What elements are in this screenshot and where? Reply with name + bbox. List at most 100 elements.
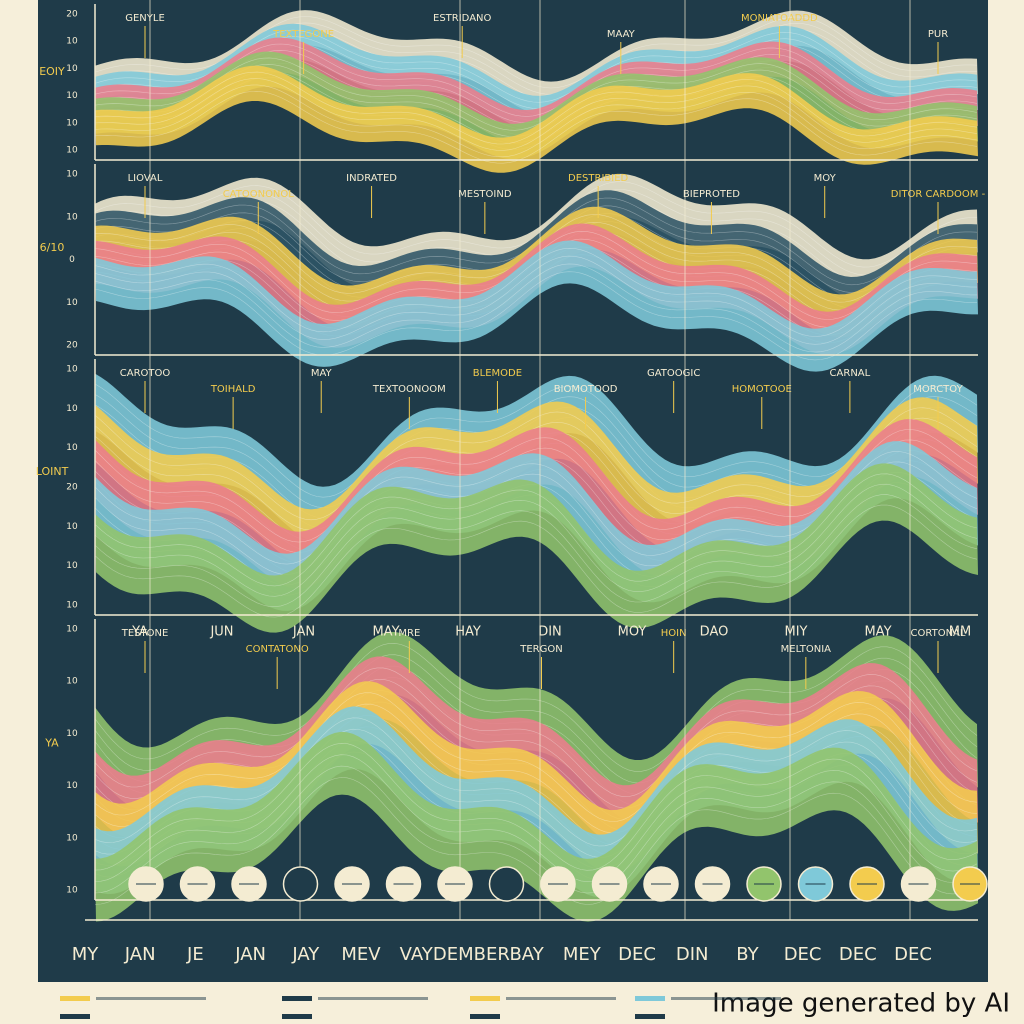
legend-bar — [96, 997, 206, 1000]
panel-label: TEXTEGONE — [272, 29, 334, 40]
axis-tick-label: 0 — [69, 255, 75, 265]
stream-band — [95, 463, 978, 633]
mid-month-label: JUN — [209, 625, 233, 640]
panel-label: BIEPROTED — [683, 189, 740, 200]
month-label: JAN — [124, 944, 156, 965]
month-label: MEY — [563, 944, 602, 965]
panel-label: MOY — [814, 173, 837, 184]
mid-month-label: DAO — [700, 625, 729, 640]
panel-label: MAAY — [607, 29, 636, 40]
month-label: JAY — [291, 944, 320, 965]
stream-line — [94, 383, 978, 498]
panel-label: TESTONE — [121, 628, 169, 639]
panel-label: GENYLE — [125, 13, 165, 24]
stream-line — [94, 483, 978, 597]
stream-line — [94, 407, 978, 521]
axis-tick-label: 10 — [66, 118, 78, 128]
stream-line — [94, 692, 978, 822]
axis-tick-label: 10 — [66, 561, 78, 571]
panel-label: INDRATED — [346, 173, 397, 184]
axis-tick-label: 10 — [66, 729, 78, 739]
axis-tick-label: 10 — [66, 170, 78, 180]
legend-bar — [318, 997, 428, 1000]
legend-swatch — [635, 996, 665, 1001]
mid-month-label: MOY — [618, 625, 647, 640]
panel-label: MORCTOY — [913, 384, 963, 395]
stream-line — [94, 494, 978, 608]
month-label: DEMBER — [433, 944, 510, 965]
panel-label: MRE — [398, 628, 420, 639]
month-label: JAN — [234, 944, 266, 965]
mid-month-label: MIY — [785, 625, 808, 640]
mid-month-label: JAN — [292, 625, 315, 640]
watermark: Image generated by AI — [712, 989, 1010, 1019]
panel-label: MELTONIA — [781, 644, 832, 655]
axis-tick-label: 20 — [66, 483, 78, 493]
axis-tick-label: 10 — [66, 404, 78, 414]
panel-label: DESTRIBIED — [568, 173, 629, 184]
stream-line — [94, 642, 978, 772]
mid-month-label: MAY — [864, 625, 891, 640]
month-label: DEC — [618, 944, 656, 965]
panel-label: BLEMODE — [473, 368, 522, 379]
axis-tick-label: 10 — [66, 886, 78, 896]
panel-label: ESTRIDANO — [433, 13, 492, 24]
month-label: DIN — [676, 944, 709, 965]
stream-line — [94, 78, 978, 151]
axis-label: YA — [44, 736, 59, 749]
panel-label: HOIN — [661, 628, 687, 639]
panel-label: TEXTOONOOM — [372, 384, 446, 395]
axis-label: LOINT — [36, 465, 69, 478]
panel-label: MONIATOADDD — [741, 13, 818, 24]
stream-line — [94, 271, 977, 361]
stream-line — [94, 667, 978, 797]
panel-label: LIOVAL — [128, 173, 163, 184]
mid-month-label: DIN — [538, 625, 562, 640]
panel-label: TERGON — [519, 644, 562, 655]
panel-label: TOIHALD — [210, 384, 256, 395]
axis-tick-label: 10 — [66, 781, 78, 791]
month-label: MEV — [341, 944, 381, 965]
panel-label: CORTONAL — [911, 628, 966, 639]
axis-tick-label: 10 — [66, 298, 78, 308]
stream-line — [94, 717, 978, 847]
month-label: DEC — [784, 944, 822, 965]
stream-line — [94, 84, 978, 158]
month-label: BY — [736, 944, 759, 965]
legend-swatch — [282, 1014, 312, 1019]
panel-label: GATOOGIC — [647, 368, 700, 379]
stream-line — [94, 90, 978, 164]
panel-label: HOMOTOOE — [732, 384, 792, 395]
month-label: DEC — [894, 944, 932, 965]
axis-tick-label: 10 — [66, 365, 78, 375]
legend-swatch — [60, 996, 90, 1001]
stream-line — [94, 71, 978, 145]
stream-line — [94, 765, 978, 894]
stream-line — [94, 777, 978, 905]
stream-line — [94, 742, 978, 871]
axis-tick-label: 10 — [66, 443, 78, 453]
panel-label: CATOONONOL — [223, 189, 295, 200]
panel-label: MAY — [311, 368, 333, 379]
axis-tick-label: 10 — [66, 833, 78, 843]
axis-tick-label: 10 — [66, 677, 78, 687]
stream-line — [94, 247, 977, 337]
panel-label: DITOR CARDOOM - — [891, 189, 986, 200]
month-label: BAY — [509, 944, 544, 965]
stream-line — [94, 504, 978, 618]
axis-tick-label: 10 — [66, 146, 78, 156]
month-label: VAY — [400, 944, 434, 965]
stream-line — [94, 263, 977, 353]
mid-month-label: MM — [949, 625, 971, 640]
panel-label: PUR — [928, 29, 948, 40]
legend-swatch — [470, 1014, 500, 1019]
legend-swatch — [60, 1014, 90, 1019]
mid-month-label: YA — [131, 625, 148, 640]
panel-label: CAROTOO — [120, 368, 171, 379]
panel-label: BIOMOTOOD — [554, 384, 618, 395]
axis-tick-label: 20 — [66, 341, 78, 351]
stream-line — [94, 43, 978, 117]
legend-bar — [671, 997, 781, 1000]
